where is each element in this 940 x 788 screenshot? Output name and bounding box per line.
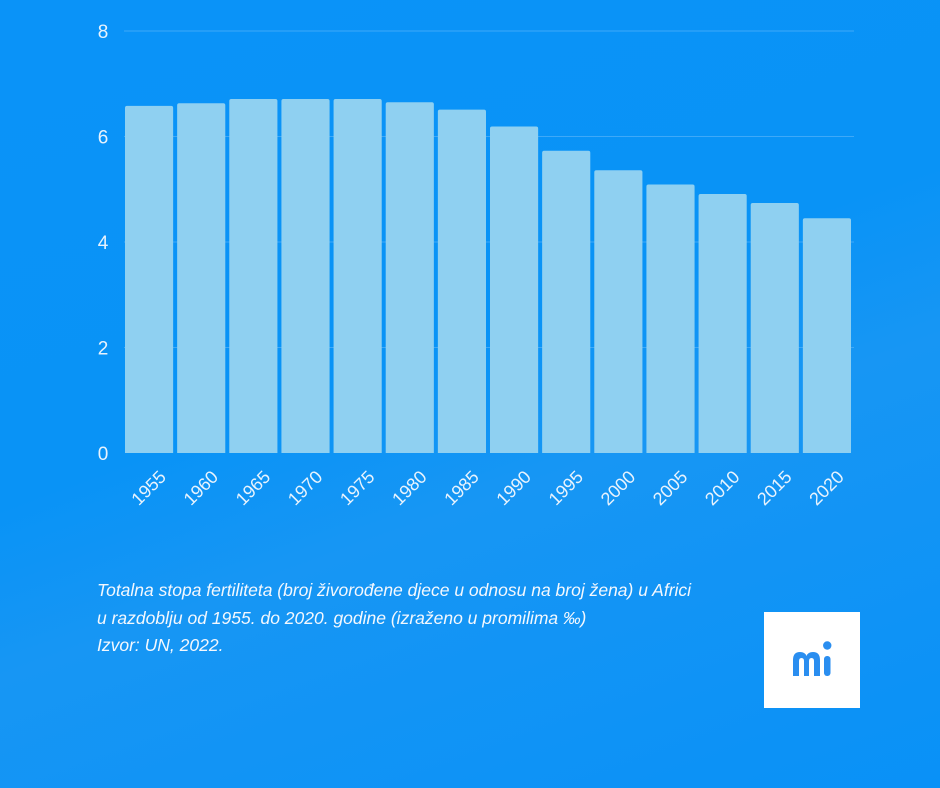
y-axis-ticks: 0 2 4 6 8 xyxy=(98,22,109,465)
logo-mark-icon xyxy=(793,641,832,676)
bar-1965 xyxy=(229,99,278,454)
caption-line-1: Totalna stopa fertiliteta (broj živorođe… xyxy=(97,580,692,600)
bar-1960 xyxy=(177,103,226,453)
x-tick-label: 2005 xyxy=(649,467,691,509)
x-tick-label: 1970 xyxy=(284,467,326,509)
bar-1980 xyxy=(385,102,434,454)
x-tick-label: 1960 xyxy=(180,467,222,509)
y-tick-label: 0 xyxy=(98,444,109,465)
bar-1955 xyxy=(125,105,174,453)
y-tick-label: 6 xyxy=(98,128,109,149)
bar-1995 xyxy=(542,150,591,453)
x-tick-label: 1975 xyxy=(336,467,378,509)
bar-2005 xyxy=(646,184,695,453)
caption-line-2: u razdoblju od 1955. do 2020. godine (iz… xyxy=(97,607,587,628)
x-tick-label: 2000 xyxy=(597,467,639,509)
bar-1990 xyxy=(490,126,539,453)
x-tick-label: 2020 xyxy=(805,467,847,509)
x-axis-ticks: 1955 1960 1965 1970 1975 1980 1985 1990 1995 2000… xyxy=(127,467,847,509)
bars xyxy=(125,99,851,454)
x-tick-label: 2015 xyxy=(753,467,795,509)
x-tick-label: 2010 xyxy=(701,467,743,509)
bar-2000 xyxy=(594,170,643,453)
x-tick-label: 1980 xyxy=(388,467,430,509)
y-tick-label: 4 xyxy=(98,233,109,254)
bar-2010 xyxy=(698,193,747,453)
bar-1970 xyxy=(281,99,330,454)
x-tick-label: 1965 xyxy=(232,467,274,509)
y-tick-label: 8 xyxy=(98,22,109,43)
bar-1985 xyxy=(437,109,486,453)
y-tick-label: 2 xyxy=(98,339,109,360)
chart-caption: Totalna stopa fertiliteta (broj živorođe… xyxy=(97,577,777,660)
bar-1975 xyxy=(333,99,382,454)
x-tick-label: 1985 xyxy=(440,467,482,509)
logo xyxy=(764,612,860,708)
caption-source: Izvor: UN, 2022. xyxy=(97,635,224,655)
bar-2015 xyxy=(750,202,799,453)
bar-2020 xyxy=(802,218,851,453)
x-tick-label: 1990 xyxy=(492,467,534,509)
x-tick-label: 1955 xyxy=(127,467,169,509)
x-tick-label: 1995 xyxy=(545,467,587,509)
